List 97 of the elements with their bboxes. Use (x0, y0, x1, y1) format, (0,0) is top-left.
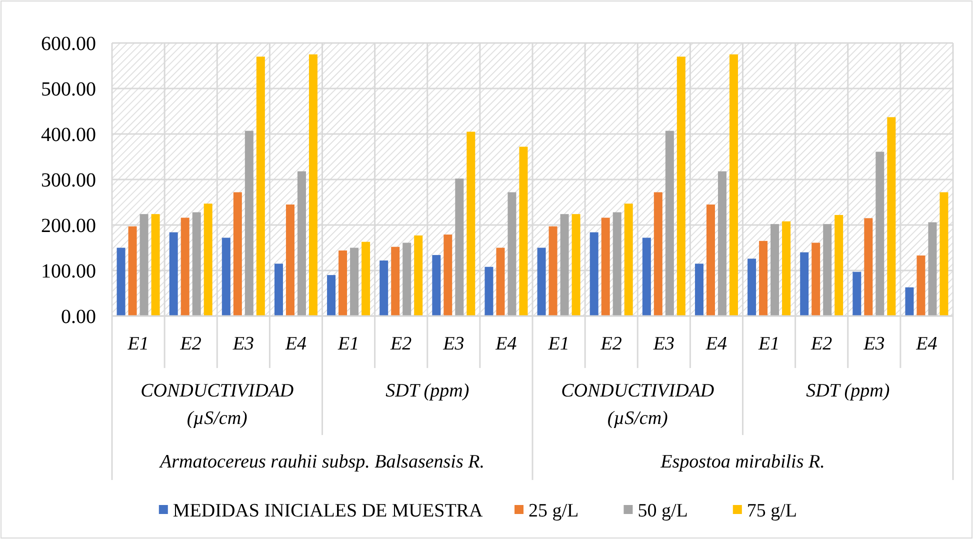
x-tick-label: E4 (284, 334, 308, 355)
legend-label: 50 g/L (638, 500, 688, 522)
bar (782, 221, 791, 316)
bar (864, 218, 873, 316)
bar (601, 218, 610, 316)
bar (350, 248, 359, 316)
bar (274, 264, 283, 316)
bar (887, 117, 896, 316)
x-tick-label: E3 (862, 334, 885, 355)
bar (128, 226, 137, 316)
bar (706, 204, 715, 316)
bar (590, 232, 598, 316)
bar (204, 204, 212, 316)
bar (338, 250, 348, 316)
bar (519, 146, 528, 316)
bar (800, 252, 809, 316)
bar (905, 287, 914, 316)
bar (286, 204, 294, 316)
x-tick-label: E4 (494, 334, 518, 355)
bar (548, 226, 558, 316)
bar (140, 214, 148, 316)
bar (244, 130, 254, 316)
bar (718, 171, 726, 316)
bar (694, 264, 704, 316)
x-tick-label: E1 (126, 334, 149, 355)
bar (759, 240, 768, 316)
bar (940, 192, 948, 316)
bar (560, 214, 569, 316)
text: CONDUCTIVIDAD (µS/cm) (140, 380, 294, 430)
x-tick-label: E4 (915, 334, 938, 355)
text: Armatocereus rauhii subsp. Balsasensis R. (158, 452, 484, 473)
text: SDT (ppm) (386, 380, 470, 402)
bar (916, 255, 926, 316)
y-tick-label: 400.00 (41, 124, 96, 146)
bar (151, 214, 160, 316)
x-tick-label: E2 (810, 334, 833, 355)
legend-label: 25 g/L (528, 500, 579, 522)
bar (256, 56, 265, 316)
bar (362, 242, 370, 316)
bar (402, 242, 412, 316)
x-tick-label: E2 (179, 334, 202, 355)
bar (876, 152, 884, 316)
bar (572, 214, 580, 316)
bar (537, 248, 546, 316)
bar (729, 54, 738, 316)
bar (852, 272, 862, 316)
bar (192, 212, 201, 316)
bar (834, 214, 844, 316)
bar (308, 54, 318, 316)
bar (484, 266, 494, 316)
x-tick-label: E3 (232, 334, 254, 355)
bar (391, 246, 400, 316)
y-tick-label: 500.00 (41, 78, 96, 100)
x-tick-label: E3 (652, 334, 674, 355)
y-tick-label: 300.00 (41, 170, 96, 192)
bar (380, 260, 388, 316)
x-tick-label: E1 (336, 334, 360, 355)
bar (496, 248, 505, 316)
y-tick-label: 200.00 (41, 215, 96, 237)
bar (222, 238, 230, 316)
x-tick-label: E2 (600, 334, 622, 355)
x-tick-label: E1 (757, 334, 780, 355)
bar (748, 258, 756, 316)
bar (612, 212, 622, 316)
bar (642, 238, 651, 316)
y-tick-label: 0.00 (61, 306, 96, 328)
bar (928, 222, 937, 316)
bar (169, 232, 178, 316)
x-tick-label: E3 (442, 334, 464, 355)
bar (466, 132, 476, 316)
bar (180, 218, 190, 316)
x-tick-label: E4 (704, 334, 728, 355)
bar (444, 234, 452, 316)
bar (770, 224, 780, 316)
bar (665, 130, 674, 316)
bar (414, 235, 423, 316)
bar (676, 56, 686, 316)
bar (297, 171, 306, 316)
bar (624, 204, 633, 316)
x-tick-label: E1 (547, 334, 570, 355)
bar (432, 255, 441, 316)
bar (327, 275, 336, 316)
bar (823, 224, 832, 316)
bar (116, 248, 126, 316)
legend-label: 75 g/L (746, 500, 798, 522)
bar (812, 242, 820, 316)
x-tick-label: E2 (390, 334, 412, 355)
text: SDT (ppm) (806, 380, 890, 402)
bar (508, 192, 516, 316)
bar (654, 192, 662, 316)
bar (233, 192, 242, 316)
legend-label: MEDIDAS INICIALES DE MUESTRA (172, 500, 483, 522)
text: Espostoa mirabilis R. (660, 452, 825, 473)
y-tick-label: 100.00 (41, 260, 96, 282)
bar (455, 178, 464, 316)
y-tick-label: 600.00 (41, 33, 96, 55)
text: CONDUCTIVIDAD (µS/cm) (561, 380, 714, 430)
